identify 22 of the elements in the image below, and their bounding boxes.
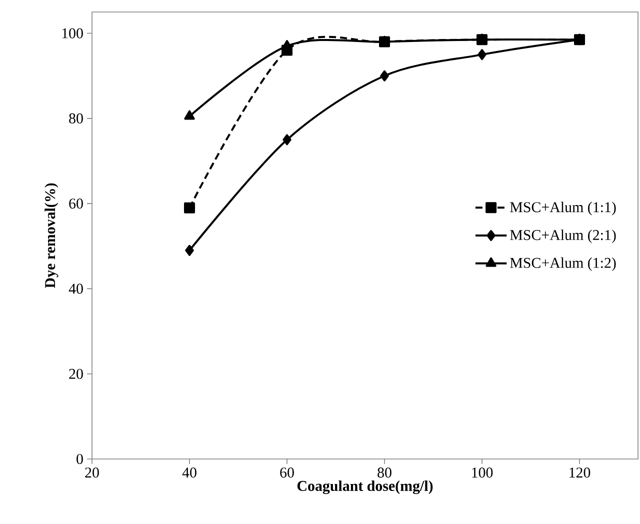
x-tick-label: 80 bbox=[378, 468, 392, 478]
x-tick-label: 100 bbox=[472, 468, 493, 478]
y-tick-label: 100 bbox=[62, 28, 83, 38]
x-tick-label: 120 bbox=[570, 468, 590, 478]
point bbox=[184, 202, 196, 214]
point bbox=[478, 49, 486, 60]
y-tick-label: 20 bbox=[69, 368, 83, 379]
x-axis-title: Coagulant dose(mg/l) bbox=[297, 480, 433, 494]
x-tick-label: 20 bbox=[85, 468, 99, 478]
legend-label: MSC+Alum (1:1) bbox=[510, 202, 616, 216]
y-tick-label: 0 bbox=[76, 454, 83, 464]
legend-label: MSC+Alum (2:1) bbox=[510, 230, 616, 244]
legend-label: MSC+Alum (1:2) bbox=[510, 257, 616, 271]
y-tick-label: 80 bbox=[69, 113, 83, 124]
point bbox=[185, 244, 194, 256]
x-tick-label: 40 bbox=[182, 468, 196, 478]
y-tick-label: 40 bbox=[68, 284, 83, 294]
y-tick-label: 60 bbox=[69, 198, 83, 209]
point bbox=[282, 134, 292, 146]
point bbox=[380, 70, 389, 82]
x-tick-label: 60 bbox=[280, 468, 294, 478]
y-axis-title: Dye removal(%) bbox=[44, 183, 58, 288]
